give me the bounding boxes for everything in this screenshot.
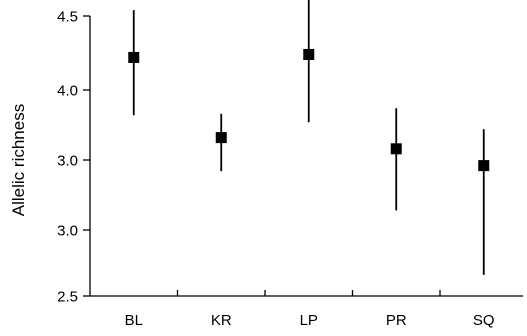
data-point [215, 132, 227, 144]
y-tick-label: 2.5 [57, 289, 78, 306]
data-point [478, 160, 490, 172]
y-axis-label: Allelic richness [9, 104, 28, 216]
data-point [303, 48, 315, 60]
y-tick-label: 4.5 [57, 9, 78, 26]
y-tick-label: 3.0 [57, 223, 78, 240]
x-tick-label: LP [300, 312, 318, 329]
y-tick-label: 3.0 [57, 153, 78, 170]
x-tick-label: SQ [473, 312, 495, 329]
x-tick-label: KR [211, 312, 232, 329]
y-ticks: 2.5 3.0 3.0 4.0 4.5 [57, 9, 90, 306]
data-marks [128, 0, 490, 275]
x-tick-label: PR [386, 312, 407, 329]
y-tick-label: 4.0 [57, 83, 78, 100]
x-tick-label: BL [125, 312, 143, 329]
data-point [128, 51, 140, 63]
x-ticks: BL KR LP PR SQ [125, 290, 495, 329]
data-point [390, 143, 402, 155]
